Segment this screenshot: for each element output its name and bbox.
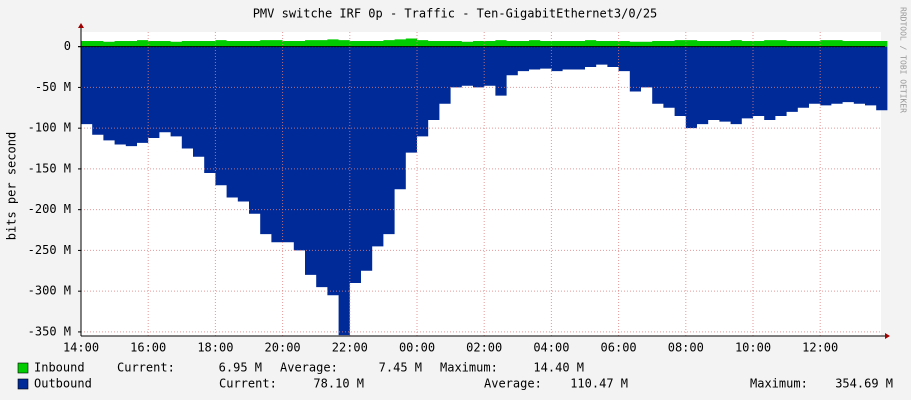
x-tick-label: 12:00 [802,341,838,355]
arrow [885,333,890,339]
x-tick-label: 22:00 [332,341,368,355]
y-tick-label: -250 M [28,243,71,257]
chart-title: PMV switche IRF 0p - Traffic - Ten-Gigab… [253,7,658,21]
x-tick-label: 08:00 [668,341,704,355]
y-tick-label: -150 M [28,161,71,175]
legend-stat-label: Current: [117,361,175,375]
legend-stat-value: 14.40 M [533,361,584,375]
y-tick-label: -50 M [35,80,71,94]
x-tick-label: 04:00 [533,341,569,355]
legend-stat-value: 110.47 M [570,377,628,391]
legend-stat-value: 78.10 M [313,377,364,391]
legend-stat-value: 6.95 M [219,361,262,375]
x-tick-label: 02:00 [466,341,502,355]
x-tick-label: 18:00 [197,341,233,355]
legend-stat-value: 354.69 M [835,377,893,391]
legend-stat-label: Maximum: [440,361,498,375]
y-axis-label: bits per second [5,132,19,240]
legend-swatch [17,362,29,374]
legend-stat-value: 7.45 M [379,361,422,375]
legend-swatch [17,378,29,390]
legend-label: Outbound [34,377,92,391]
arrow [78,23,84,28]
y-tick-label: -300 M [28,284,71,298]
y-tick-label: -200 M [28,202,71,216]
x-tick-label: 00:00 [399,341,435,355]
y-tick-label: -100 M [28,121,71,135]
legend-stat-label: Maximum: [750,377,808,391]
legend-label: Inbound [34,361,85,375]
y-tick-label: -350 M [28,324,71,338]
legend-stat-label: Current: [219,377,277,391]
x-tick-label: 16:00 [130,341,166,355]
x-tick-label: 06:00 [601,341,637,355]
x-tick-label: 10:00 [735,341,771,355]
area [81,46,888,336]
x-tick-label: 20:00 [265,341,301,355]
x-tick-label: 14:00 [63,341,99,355]
legend-stat-label: Average: [280,361,338,375]
watermark: RRDTOOL / TOBI OETIKER [899,7,908,113]
legend-stat-label: Average: [484,377,542,391]
y-tick-label: 0 [64,39,71,53]
